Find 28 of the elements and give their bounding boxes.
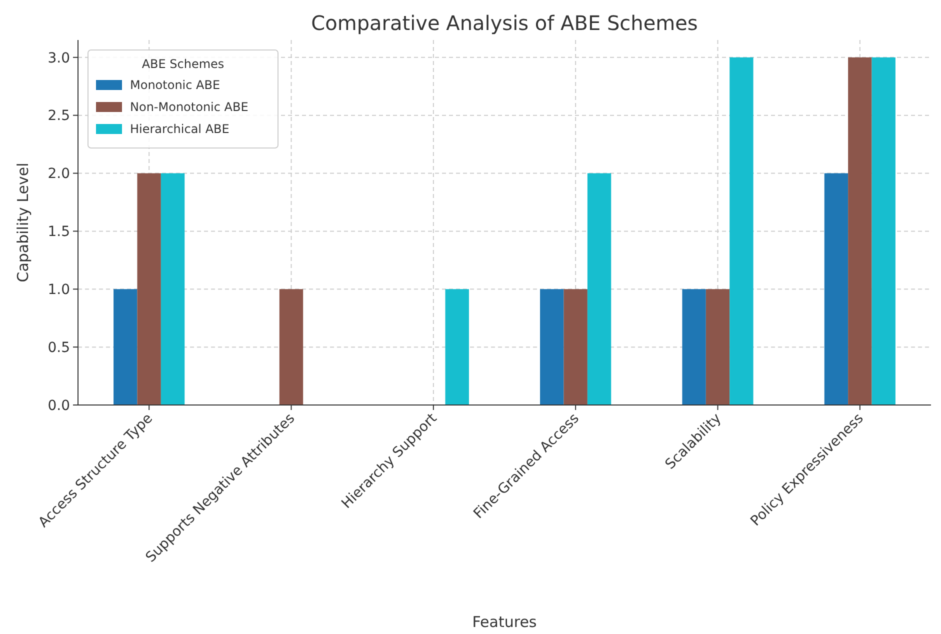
y-tick-label: 2.0	[48, 166, 70, 182]
bar	[730, 57, 754, 405]
legend-label: Hierarchical ABE	[130, 122, 230, 136]
bar	[587, 173, 612, 405]
bar	[564, 289, 588, 405]
bar	[706, 289, 730, 405]
y-tick-label: 1.0	[48, 282, 70, 298]
bar	[160, 173, 185, 405]
legend-title: ABE Schemes	[142, 57, 224, 71]
y-tick-label: 0.0	[48, 398, 70, 414]
y-tick-label: 2.5	[48, 108, 70, 124]
chart-title: Comparative Analysis of ABE Schemes	[311, 11, 698, 35]
bar	[872, 57, 896, 405]
x-axis-title: Features	[472, 613, 537, 631]
y-axis-title: Capability Level	[14, 162, 32, 282]
bar	[540, 289, 564, 405]
legend-label: Non-Monotonic ABE	[130, 100, 248, 114]
y-tick-label: 1.5	[48, 224, 70, 240]
legend-label: Monotonic ABE	[130, 78, 220, 92]
bar	[279, 289, 304, 405]
y-tick-label: 3.0	[48, 50, 70, 66]
bar	[137, 173, 161, 405]
bar	[114, 289, 138, 405]
y-tick-label: 0.5	[48, 340, 70, 356]
bar	[824, 173, 848, 405]
bar	[445, 289, 469, 405]
bar	[682, 289, 706, 405]
bar	[848, 57, 872, 405]
